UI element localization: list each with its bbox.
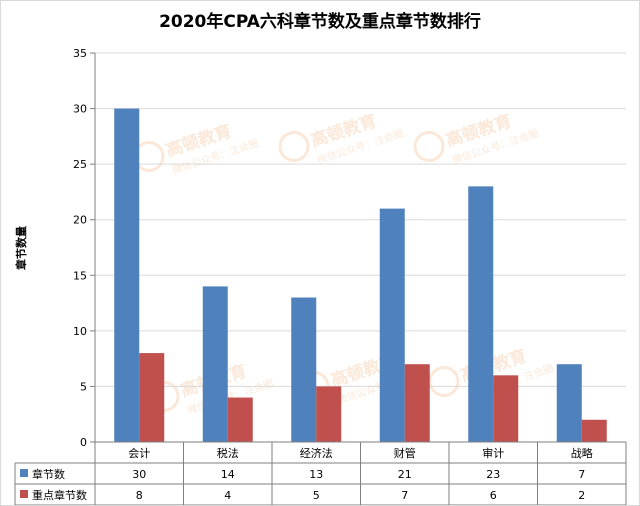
gridlines — [95, 52, 626, 387]
watermark-logo-icon — [428, 365, 460, 397]
y-tick-label: 10 — [73, 325, 87, 338]
table-value-cell: 23 — [486, 468, 500, 481]
legend-swatch — [20, 490, 28, 498]
legend-series-label: 重点章节数 — [32, 488, 87, 502]
bar-key-chapters — [404, 364, 430, 442]
x-category-label: 审计 — [482, 446, 504, 460]
x-category-label: 税法 — [217, 446, 239, 460]
table-value-cell: 7 — [578, 468, 585, 481]
table-value-cell: 30 — [132, 468, 146, 481]
table-value-cell: 2 — [578, 489, 585, 502]
y-tick-label: 5 — [80, 380, 87, 393]
y-tick-label: 20 — [73, 214, 87, 227]
x-category-label: 财管 — [394, 446, 416, 460]
bar-key-chapters — [493, 375, 519, 442]
bar-key-chapters — [227, 397, 253, 442]
bar-key-chapters — [581, 419, 607, 442]
bar-chapters — [114, 108, 140, 443]
y-tick-label: 25 — [73, 158, 87, 171]
bar-chapters — [202, 286, 228, 442]
y-axis-label: 章节数量 — [14, 226, 28, 270]
table-value-cell: 8 — [136, 489, 143, 502]
bar-chapters — [379, 208, 405, 442]
table-value-cell: 13 — [309, 468, 323, 481]
bar-chapters — [468, 186, 494, 442]
table-value-cell: 4 — [224, 489, 231, 502]
watermark-logo-icon — [278, 130, 310, 162]
y-tick-label: 15 — [73, 269, 87, 282]
x-category-label: 战略 — [571, 446, 593, 460]
legend-swatch — [20, 469, 28, 477]
bar-chapters — [556, 364, 582, 442]
bar-chapters — [291, 297, 317, 442]
table-value-cell: 6 — [490, 489, 497, 502]
bar-key-chapters — [139, 353, 165, 442]
watermark-logo-icon — [413, 130, 445, 162]
y-tick-label: 30 — [73, 103, 87, 116]
table-value-cell: 5 — [313, 489, 320, 502]
table-value-cell: 14 — [221, 468, 235, 481]
bar-key-chapters — [316, 386, 342, 442]
chart-title: 2020年CPA六科章节数及重点章节数排行 — [159, 11, 481, 32]
legend-series-label: 章节数 — [32, 467, 65, 481]
bars-group — [114, 108, 607, 443]
y-tick-label: 35 — [73, 47, 87, 60]
table-value-cell: 7 — [401, 489, 408, 502]
axes: 0 5 10 15 20 25 30 35 — [73, 47, 96, 449]
table-value-cell: 21 — [398, 468, 412, 481]
x-category-label: 经济法 — [300, 446, 333, 460]
y-tick-label: 0 — [80, 436, 87, 449]
x-category-label: 会计 — [128, 447, 150, 460]
